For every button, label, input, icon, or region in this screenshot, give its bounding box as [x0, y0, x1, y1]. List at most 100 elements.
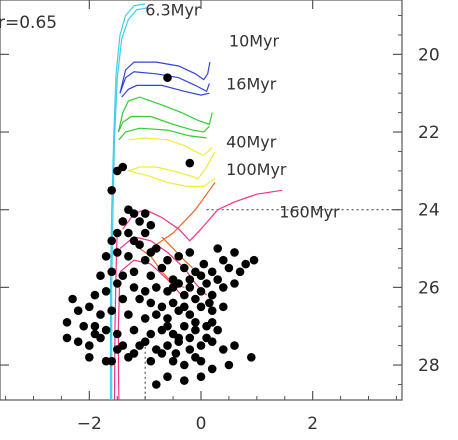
data-point — [196, 271, 206, 281]
data-point — [135, 294, 144, 304]
data-point — [113, 329, 122, 339]
data-point — [129, 349, 139, 358]
isochrone-line-6.3Myr — [109, 3, 146, 400]
data-point — [224, 263, 234, 273]
data-point — [129, 325, 139, 335]
isochrone-line-40Myr — [128, 137, 213, 157]
data-point — [140, 255, 150, 265]
data-point — [85, 341, 94, 350]
data-point — [207, 364, 217, 374]
y-tick-label: 28 — [418, 356, 440, 376]
data-point — [140, 228, 150, 238]
isochrone-label: 160Myr — [279, 203, 340, 222]
data-point — [96, 271, 105, 281]
data-point — [146, 329, 156, 339]
x-tick-label: −2 — [77, 414, 102, 434]
data-point — [185, 283, 195, 292]
data-point — [180, 321, 189, 331]
data-point — [174, 333, 183, 343]
data-point — [163, 321, 172, 331]
data-point — [163, 372, 172, 382]
data-point — [152, 283, 161, 292]
data-point — [202, 333, 211, 343]
data-point — [199, 259, 209, 269]
data-point — [118, 271, 128, 281]
data-point — [107, 236, 116, 246]
data-point — [129, 209, 139, 218]
data-point — [140, 209, 150, 218]
data-point — [219, 302, 228, 312]
isochrone-label: 6.3Myr — [145, 1, 201, 20]
isochrone-line-16Myr — [118, 127, 207, 141]
data-point — [157, 302, 167, 312]
data-point — [168, 356, 178, 366]
data-point — [146, 356, 156, 366]
data-point — [168, 298, 178, 308]
data-point — [113, 345, 122, 354]
data-point — [124, 251, 133, 261]
data-point — [196, 302, 206, 312]
data-point — [62, 333, 72, 343]
data-point — [113, 228, 122, 238]
isochrone-line-16Myr — [117, 115, 210, 133]
data-point — [163, 73, 172, 82]
data-point — [185, 248, 195, 257]
data-point — [196, 341, 206, 350]
data-point — [230, 341, 239, 350]
data-point — [118, 217, 128, 226]
data-point — [90, 321, 100, 331]
x-tick-label: 2 — [307, 414, 318, 434]
data-point — [146, 220, 156, 230]
isochrone-line-40Myr — [128, 151, 216, 180]
data-point — [118, 294, 128, 304]
data-point — [73, 306, 83, 316]
data-point — [146, 271, 156, 281]
data-point — [185, 345, 195, 354]
data-point — [168, 283, 178, 292]
data-point — [163, 255, 172, 265]
data-point — [146, 298, 156, 308]
data-point — [180, 302, 189, 312]
x-tick-label: 0 — [196, 414, 207, 434]
plot-frame — [0, 0, 403, 401]
data-point — [207, 306, 217, 316]
data-point — [140, 314, 150, 323]
data-point — [146, 248, 156, 257]
data-point — [219, 283, 228, 292]
data-point — [129, 267, 139, 277]
isochrone-line-40Myr — [128, 170, 216, 187]
isochrone-label: 16Myr — [226, 74, 277, 93]
data-point — [124, 228, 133, 238]
data-point — [101, 251, 111, 261]
isochrone-line-10Myr — [119, 61, 211, 94]
data-point — [68, 294, 77, 304]
data-point — [230, 279, 239, 288]
y-tick-label: 26 — [418, 278, 440, 298]
data-point — [213, 244, 222, 253]
data-point — [180, 376, 189, 385]
data-point — [135, 217, 144, 226]
data-point — [140, 287, 150, 296]
data-point — [124, 310, 133, 319]
isochrone-line-6.3Myr — [111, 7, 149, 400]
data-point — [101, 325, 111, 335]
data-point — [219, 255, 228, 265]
data-point — [101, 287, 111, 296]
data-point — [180, 360, 189, 370]
isochrone-label: 40Myr — [226, 133, 277, 152]
data-point — [219, 345, 228, 354]
data-point — [62, 318, 72, 327]
data-point — [191, 294, 200, 304]
r-value-annotation: r=0.65 — [0, 13, 57, 33]
data-point — [185, 275, 195, 284]
data-point — [157, 349, 167, 358]
isochrone-line-10Myr — [121, 84, 210, 98]
y-tick-label: 22 — [418, 123, 440, 143]
data-point — [113, 248, 122, 257]
data-point — [85, 302, 94, 312]
isochrone-line-100Myr — [150, 182, 216, 249]
data-point — [163, 341, 172, 350]
data-point — [191, 318, 200, 327]
data-point — [152, 380, 161, 389]
